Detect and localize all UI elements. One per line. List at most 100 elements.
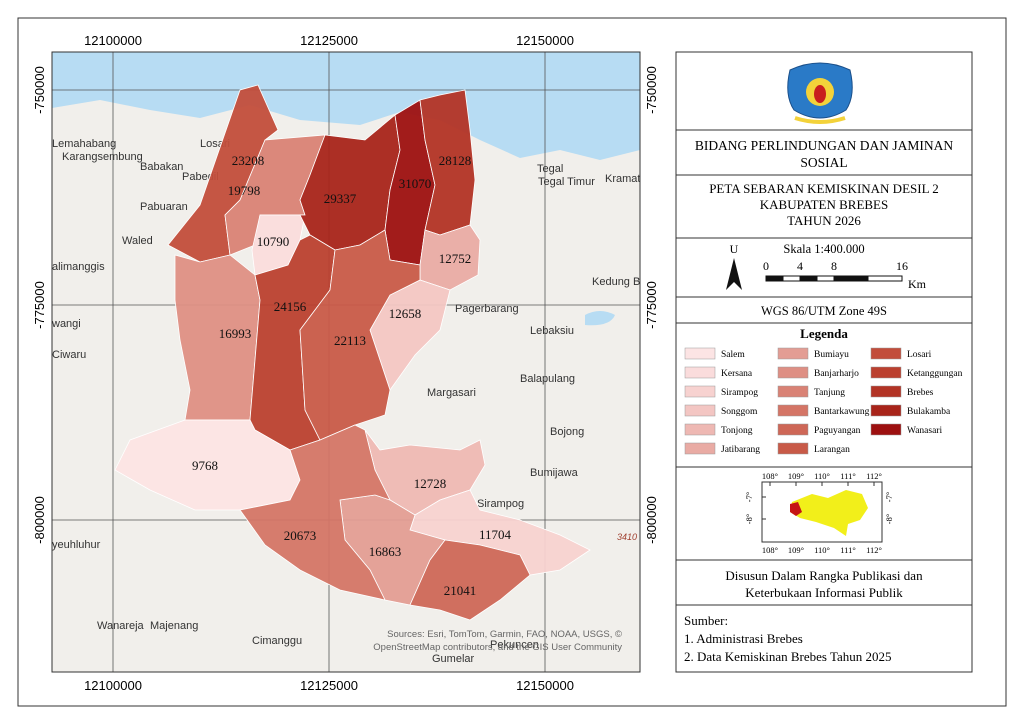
- place-label: Majenang: [150, 620, 198, 632]
- x-coord-label: 12150000: [516, 33, 574, 48]
- district: [299, 229, 421, 441]
- district-value: 9768: [192, 458, 218, 473]
- scale-tick-label: 16: [896, 259, 908, 273]
- logo: [787, 62, 853, 124]
- place-label: Sirampog: [477, 498, 524, 510]
- district-value: 12728: [414, 476, 447, 491]
- district-value: 23208: [232, 153, 265, 168]
- inset-lon-label: 109°: [788, 545, 804, 555]
- place-label: Tegal Timur: [538, 176, 595, 188]
- place-label: Margasari: [427, 387, 476, 399]
- district-value: 10790: [257, 234, 290, 249]
- district-value: 29337: [324, 191, 357, 206]
- place-label: Kedung B: [592, 276, 640, 288]
- legend-label: Kersana: [721, 369, 753, 379]
- district-value: 16993: [219, 326, 252, 341]
- legend-label: Salem: [721, 350, 745, 360]
- lake: [585, 311, 615, 326]
- place-label: yeuhluhur: [52, 539, 101, 551]
- legend-swatch: [777, 347, 809, 360]
- projection: WGS 86/UTM Zone 49S: [761, 304, 887, 318]
- place-label: Bumijawa: [530, 467, 579, 479]
- legend-label: Larangan: [814, 445, 850, 455]
- scale-segment: [816, 275, 835, 282]
- legend-label: Tonjong: [721, 426, 753, 436]
- y-coord-label: -775000: [644, 281, 659, 329]
- district-value: 21041: [444, 583, 477, 598]
- place-label: Tegal: [537, 163, 563, 175]
- district-value: 12752: [439, 251, 472, 266]
- legend-label: Losari: [907, 350, 932, 360]
- attribution: OpenStreetMap contributors, and the GIS …: [373, 642, 622, 653]
- place-label: Bojong: [550, 426, 584, 438]
- inset-lat-label: -8°: [884, 514, 894, 524]
- inset-brebes: [790, 502, 802, 516]
- legend-swatch: [777, 385, 809, 398]
- place-label: 3410 m: [617, 532, 648, 542]
- scale-tick-label: 4: [797, 259, 803, 273]
- legend-swatch: [684, 366, 716, 379]
- y-coord-label: -750000: [644, 66, 659, 114]
- legend-label: Bulakamba: [907, 407, 951, 417]
- legend-label: Ketanggungan: [907, 369, 963, 379]
- y-coord-label: -800000: [32, 496, 47, 544]
- panel: BIDANG PERLINDUNGAN DAN JAMINAN SOSIAL PET…: [675, 51, 973, 673]
- map-title: TAHUN 2026: [787, 213, 861, 228]
- place-label: Pabuaran: [140, 201, 188, 213]
- place-label: Gumelar: [432, 653, 475, 665]
- legend-swatch: [777, 404, 809, 417]
- district-value: 28128: [439, 153, 472, 168]
- place-label: Kramat: [605, 173, 640, 185]
- legend-swatch: [870, 423, 902, 436]
- place-label: Lemahabang: [52, 138, 116, 150]
- legend-label: Bantarkawung: [814, 407, 870, 417]
- legend-label: Paguyangan: [814, 426, 861, 436]
- place-label: Wanareja: [97, 620, 145, 632]
- inset-lon-label: 110°: [814, 471, 830, 481]
- credit: Keterbukaan Informasi Publik: [745, 585, 903, 600]
- legend-label: Tanjung: [814, 388, 845, 398]
- scale-segment: [833, 275, 869, 282]
- inset-lon-label: 109°: [788, 471, 804, 481]
- agency-title: BIDANG PERLINDUNGAN DAN JAMINAN: [695, 138, 954, 153]
- scale-segment: [799, 275, 818, 282]
- legend-swatch: [684, 404, 716, 417]
- credit: Disusun Dalam Rangka Publikasi dan: [725, 568, 923, 583]
- source-title: Sumber:: [684, 613, 728, 628]
- legend-swatch: [870, 385, 902, 398]
- place-label: Balapulang: [520, 373, 575, 385]
- legend-title: Legenda: [800, 326, 848, 341]
- scale-tick-label: 8: [831, 259, 837, 273]
- y-coord-label: -775000: [32, 281, 47, 329]
- place-label: Pekuncen: [490, 639, 539, 651]
- legend-swatch: [870, 366, 902, 379]
- inset-lon-label: 108°: [762, 545, 778, 555]
- x-coord-label: 12100000: [84, 33, 142, 48]
- district-value: 22113: [334, 333, 366, 348]
- place-label: Cimanggu: [252, 635, 302, 647]
- source-item: 2. Data Kemiskinan Brebes Tahun 2025: [684, 649, 892, 664]
- inset-lon-label: 111°: [840, 545, 856, 555]
- inset-lat-label: -7°: [884, 492, 894, 502]
- legend-label: Jatibarang: [721, 445, 760, 455]
- legend-swatch: [684, 385, 716, 398]
- legend-label: Wanasari: [907, 426, 942, 436]
- sea: [52, 52, 640, 160]
- x-coord-label: 12125000: [300, 678, 358, 693]
- scale-unit: Km: [908, 277, 927, 291]
- inset-lon-label: 111°: [840, 471, 856, 481]
- inset-lon-label: 112°: [866, 471, 882, 481]
- legend-swatch: [684, 442, 716, 455]
- scale-tick-label: 0: [763, 259, 769, 273]
- inset-lon-label: 110°: [814, 545, 830, 555]
- legend-swatch: [870, 347, 902, 360]
- inset-lat-label: -7°: [744, 492, 754, 502]
- scale-segment: [867, 275, 903, 282]
- source-item: 1. Administrasi Brebes: [684, 631, 803, 646]
- inset-java: [790, 490, 868, 536]
- map-title: KABUPATEN BREBES: [760, 197, 888, 212]
- map-border: [51, 51, 641, 673]
- legend-swatch: [684, 423, 716, 436]
- panel-border: [675, 51, 973, 673]
- legend-swatch: [777, 366, 809, 379]
